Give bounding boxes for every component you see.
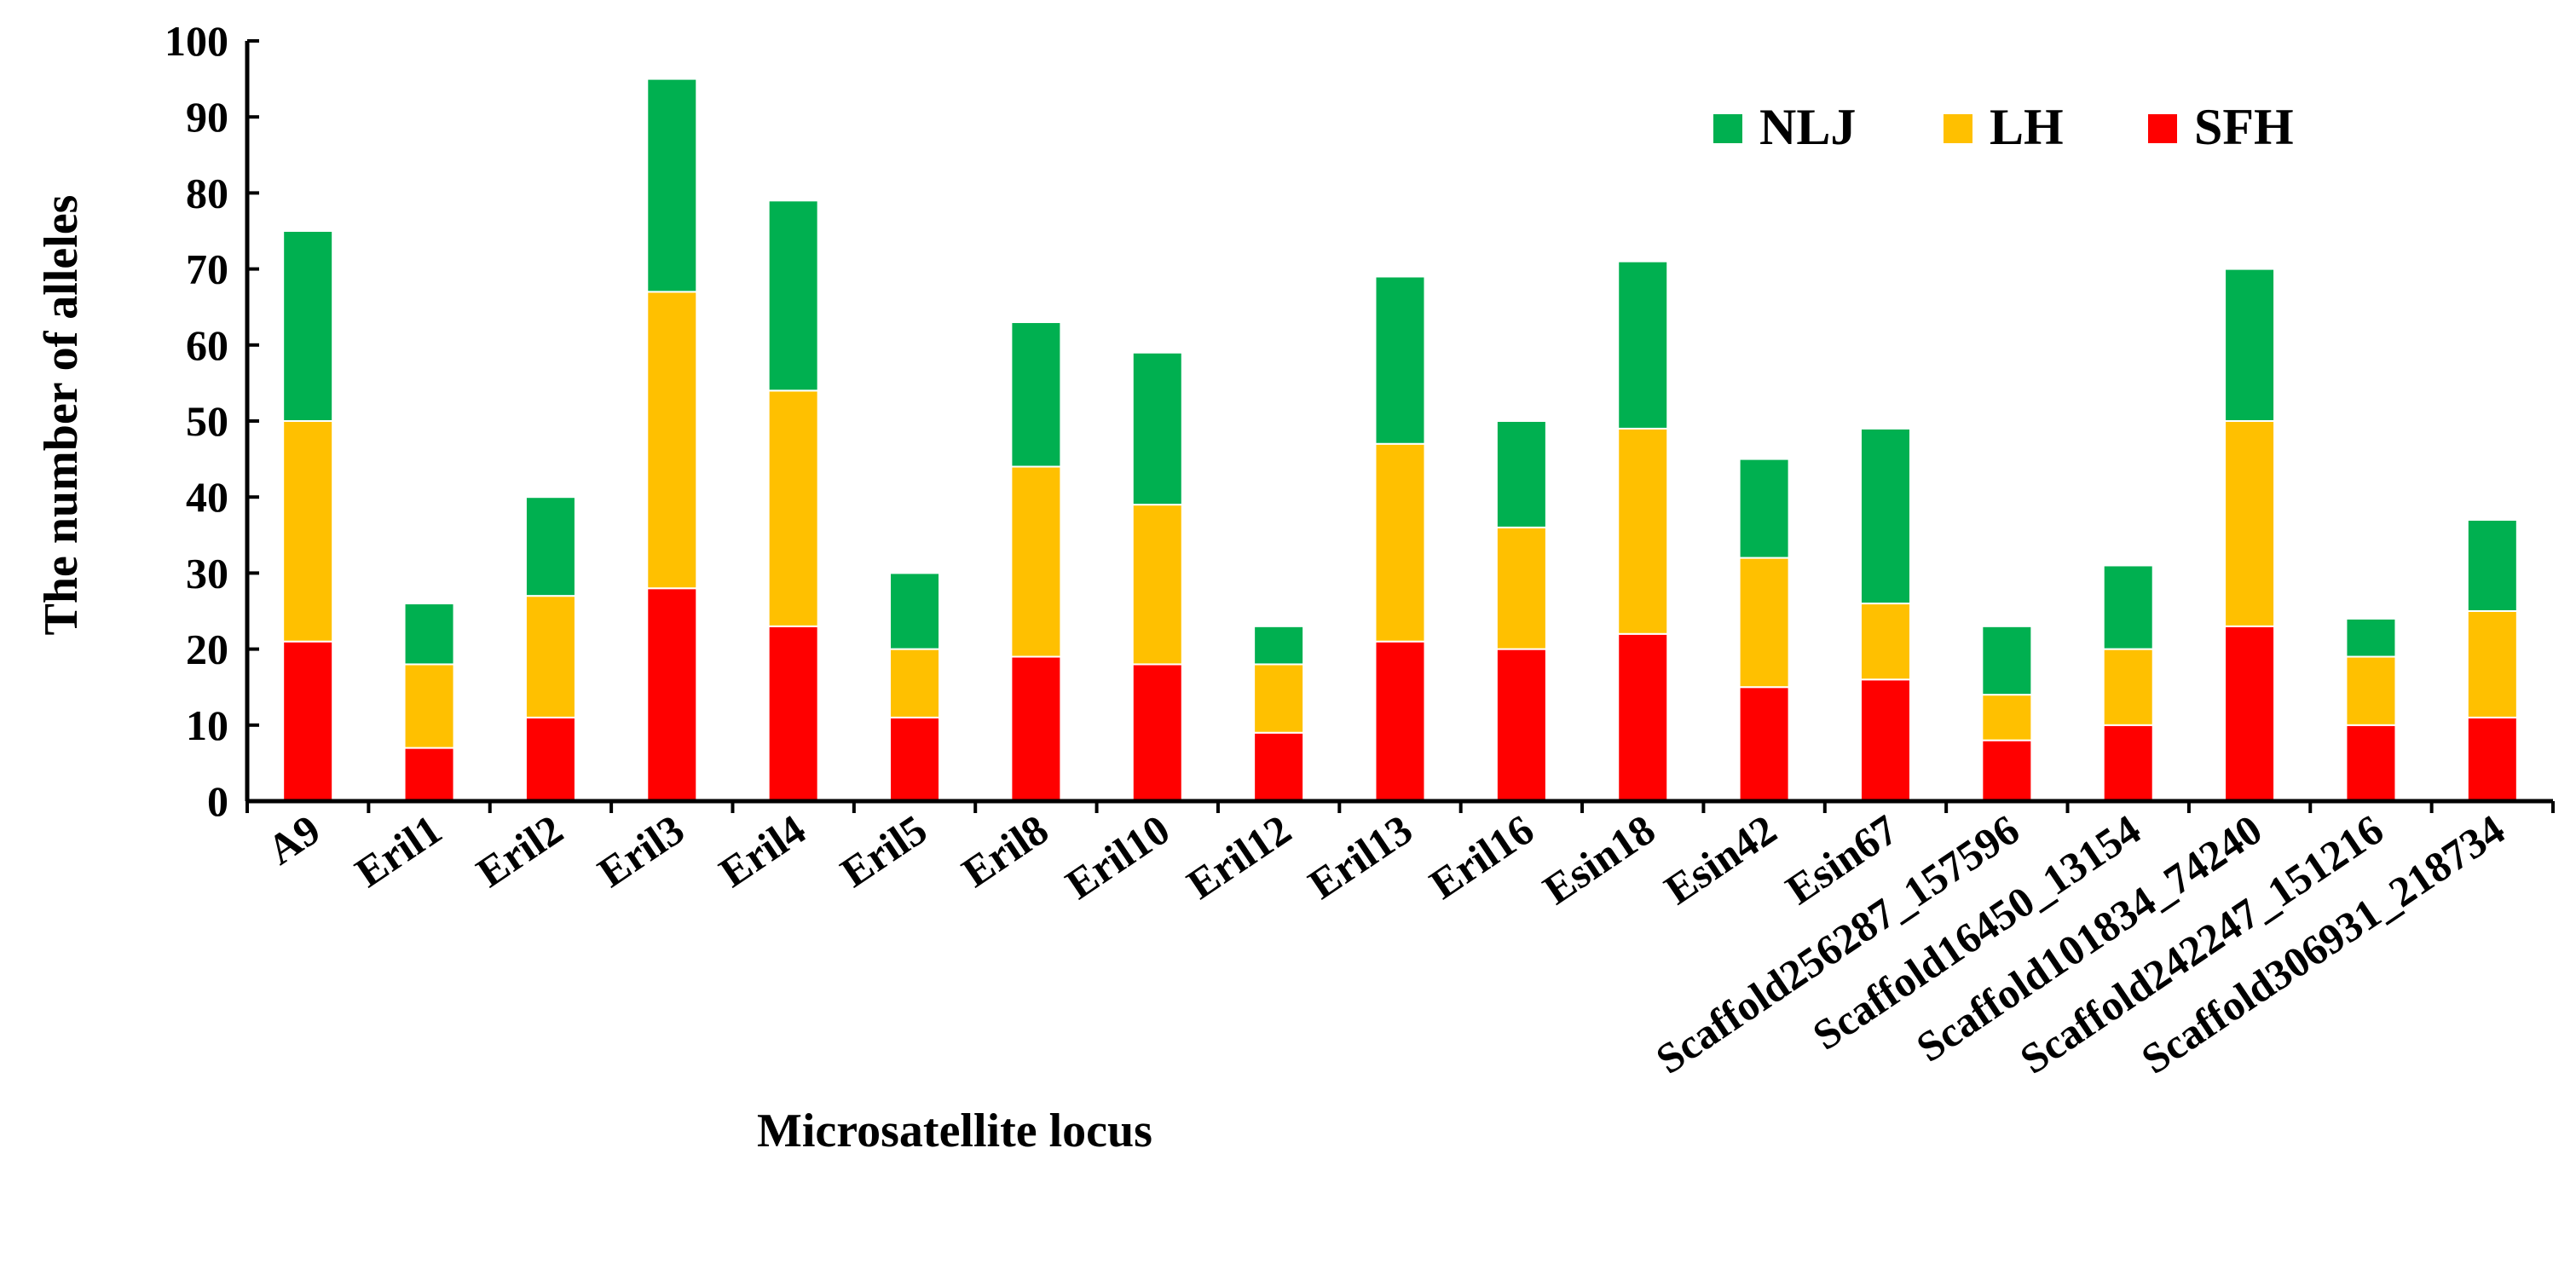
bar-sfh-eril12 — [1253, 731, 1305, 802]
x-tick-label: A9 — [258, 805, 328, 874]
x-tick-label: Eril10 — [1057, 805, 1178, 909]
bar-nlj-esin42 — [1738, 458, 1790, 559]
y-tick-label: 100 — [165, 17, 228, 65]
bar-sfh-scaffold306931_218734 — [2466, 716, 2518, 803]
bar-lh-scaffold306931_218734 — [2466, 610, 2518, 718]
x-tick-label: Esin18 — [1534, 805, 1663, 914]
y-tick-label: 50 — [186, 397, 228, 445]
bar-lh-eril10 — [1131, 504, 1183, 666]
bar-nlj-eril16 — [1495, 420, 1547, 528]
bar-lh-eril3 — [646, 291, 698, 590]
bar-nlj-eril1 — [403, 603, 455, 666]
bar-nlj-scaffold256287_157596 — [1981, 625, 2033, 696]
bar-nlj-a9 — [282, 230, 334, 422]
bar-lh-scaffold256287_157596 — [1981, 694, 2033, 741]
legend-swatch-sfh — [2148, 114, 2177, 143]
bar-sfh-eril4 — [767, 625, 819, 803]
bar-lh-scaffold16450_13154 — [2102, 648, 2154, 726]
bar-sfh-eril10 — [1131, 663, 1183, 802]
bar-nlj-eril10 — [1131, 351, 1183, 506]
x-tick-label: Eril13 — [1300, 805, 1421, 909]
bar-sfh-eril1 — [403, 747, 455, 802]
legend-label-sfh: SFH — [2194, 99, 2294, 155]
legend-swatch-lh — [1944, 114, 1972, 143]
bar-sfh-eril8 — [1010, 655, 1062, 803]
y-tick-label: 30 — [186, 549, 228, 597]
bar-lh-eril12 — [1253, 663, 1305, 734]
bars-layer — [282, 78, 2518, 803]
x-tick-label: Esin42 — [1656, 805, 1785, 914]
legend-swatch-nlj — [1713, 114, 1742, 143]
legend: NLJ LH SFH — [1713, 99, 2294, 155]
x-tick-label: Eril2 — [468, 805, 571, 897]
bar-nlj-scaffold242247_151216 — [2345, 617, 2397, 658]
bar-lh-eril13 — [1374, 442, 1426, 643]
y-tick-label: 70 — [186, 245, 228, 293]
bar-sfh-scaffold101834_74240 — [2224, 625, 2276, 803]
y-tick-label: 10 — [186, 701, 228, 749]
x-tick-label: Eril16 — [1421, 805, 1542, 909]
x-tick-label: Eril5 — [832, 805, 935, 897]
bar-lh-eril1 — [403, 663, 455, 749]
bar-sfh-scaffold16450_13154 — [2102, 724, 2154, 802]
bar-lh-scaffold101834_74240 — [2224, 420, 2276, 627]
bar-nlj-eril8 — [1010, 321, 1062, 468]
bar-nlj-eril13 — [1374, 275, 1426, 445]
bar-sfh-eril13 — [1374, 640, 1426, 802]
bar-nlj-eril5 — [889, 572, 941, 650]
bar-nlj-scaffold16450_13154 — [2102, 564, 2154, 650]
x-tick-label: Eril3 — [589, 805, 692, 897]
bar-nlj-eril4 — [767, 199, 819, 392]
x-tick-label: Eril12 — [1178, 805, 1299, 909]
bar-nlj-scaffold306931_218734 — [2466, 518, 2518, 613]
bar-lh-esin18 — [1617, 427, 1669, 635]
bar-nlj-esin67 — [1859, 427, 1911, 605]
bar-lh-eril16 — [1495, 526, 1547, 650]
bar-sfh-scaffold256287_157596 — [1981, 739, 2033, 803]
x-tick-label: Eril4 — [711, 805, 814, 897]
x-axis-title: Microsatellite locus — [757, 1105, 1152, 1157]
x-tick-label: Eril1 — [347, 805, 450, 897]
bar-sfh-esin67 — [1859, 678, 1911, 803]
legend-label-nlj: NLJ — [1759, 99, 1856, 155]
bar-nlj-eril12 — [1253, 625, 1305, 666]
y-tick-label: 60 — [186, 321, 228, 369]
bar-lh-eril5 — [889, 648, 941, 718]
x-ticks: A9 Eril1 Eril2 Eril3 Eril4 Eril5 Eril8 Eril10 Er… — [245, 801, 2555, 1083]
bar-sfh-esin42 — [1738, 686, 1790, 803]
bar-lh-esin42 — [1738, 557, 1790, 689]
x-tick-label: Eril8 — [953, 805, 1056, 897]
bar-nlj-eril2 — [524, 496, 576, 597]
y-ticks: 0 10 20 30 40 50 60 70 80 90 100 — [165, 17, 259, 825]
y-tick-label: 40 — [186, 473, 228, 521]
y-tick-label: 0 — [207, 777, 228, 825]
bar-sfh-eril3 — [646, 587, 698, 802]
bar-nlj-eril3 — [646, 78, 698, 293]
y-axis-title: The number of alleles — [35, 195, 88, 636]
bar-lh-eril2 — [524, 595, 576, 718]
bar-sfh-scaffold242247_151216 — [2345, 724, 2397, 802]
bar-sfh-esin18 — [1617, 632, 1669, 803]
bar-sfh-a9 — [282, 640, 334, 802]
bar-sfh-eril2 — [524, 716, 576, 803]
bar-sfh-eril16 — [1495, 648, 1547, 802]
bar-lh-esin67 — [1859, 603, 1911, 681]
bar-sfh-eril5 — [889, 716, 941, 803]
bar-nlj-esin18 — [1617, 260, 1669, 430]
legend-label-lh: LH — [1990, 99, 2064, 155]
bar-nlj-scaffold101834_74240 — [2224, 268, 2276, 422]
bar-lh-scaffold242247_151216 — [2345, 655, 2397, 726]
y-tick-label: 90 — [186, 93, 228, 141]
y-tick-label: 20 — [186, 626, 228, 673]
bar-lh-eril8 — [1010, 465, 1062, 658]
bar-lh-a9 — [282, 420, 334, 643]
bar-lh-eril4 — [767, 389, 819, 627]
y-tick-label: 80 — [186, 169, 228, 216]
